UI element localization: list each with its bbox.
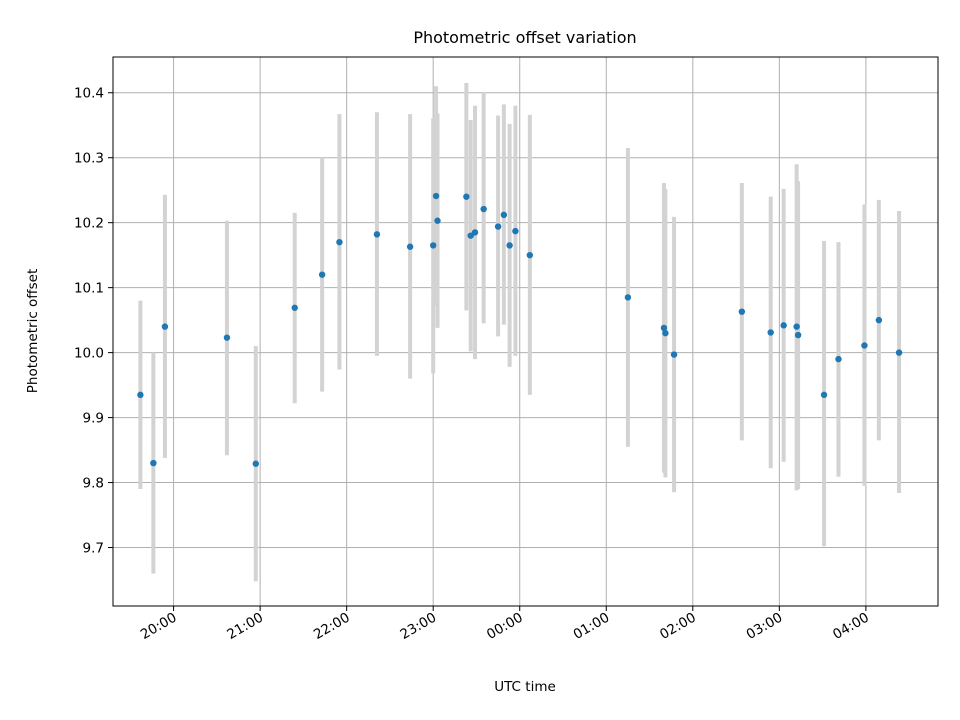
data-point: [406, 243, 414, 250]
data-point: [767, 329, 774, 336]
y-tick-label: 9.7: [83, 541, 104, 557]
data-point: [512, 227, 519, 235]
data-point: [494, 223, 502, 230]
data-point: [835, 355, 842, 363]
y-axis-label: Photometric offset: [25, 269, 41, 393]
chart-title: Photometric offset variation: [413, 28, 636, 47]
data-point: [429, 242, 437, 249]
plot-frame: [112, 56, 939, 607]
y-tick-label: 9.8: [83, 476, 104, 492]
y-tick-label: 10.4: [74, 86, 104, 102]
data-point: [480, 205, 487, 213]
data-point: [794, 331, 802, 339]
y-tick-label: 10.3: [74, 151, 104, 167]
data-point: [662, 329, 669, 337]
data-point: [432, 192, 440, 200]
y-tick-label: 9.9: [83, 411, 104, 427]
data-point: [861, 342, 868, 349]
y-tick-label: 10.2: [74, 216, 104, 232]
data-point: [318, 271, 326, 278]
data-point: [463, 193, 470, 200]
data-point: [150, 459, 157, 467]
data-point: [895, 349, 903, 356]
data-point: [670, 351, 678, 358]
data-point: [161, 323, 169, 330]
data-point: [738, 308, 746, 315]
data-point: [373, 231, 381, 238]
data-point: [434, 217, 441, 224]
y-axis-ticks: 9.7 9.8 9.9 10.0 10.1 10.2 10.3 10.4: [74, 86, 113, 557]
data-point: [500, 211, 508, 219]
y-tick-label: 10.0: [74, 346, 104, 362]
data-point: [660, 324, 668, 332]
grid-layer: [113, 57, 938, 606]
data-point: [875, 316, 883, 324]
data-point: [624, 294, 632, 301]
data-point: [506, 242, 513, 249]
data-point: [471, 229, 479, 236]
data-point: [223, 334, 231, 341]
y-tick-label: 10.1: [74, 281, 104, 297]
data-point: [252, 460, 259, 467]
data-point: [336, 238, 343, 246]
data-point: [780, 322, 787, 329]
data-point: [820, 391, 828, 399]
data-point: [137, 391, 144, 399]
data-points: [137, 192, 903, 467]
data-point: [291, 304, 298, 311]
x-axis-label: UTC time: [494, 679, 556, 695]
data-point: [526, 251, 534, 259]
data-point: [793, 323, 800, 330]
